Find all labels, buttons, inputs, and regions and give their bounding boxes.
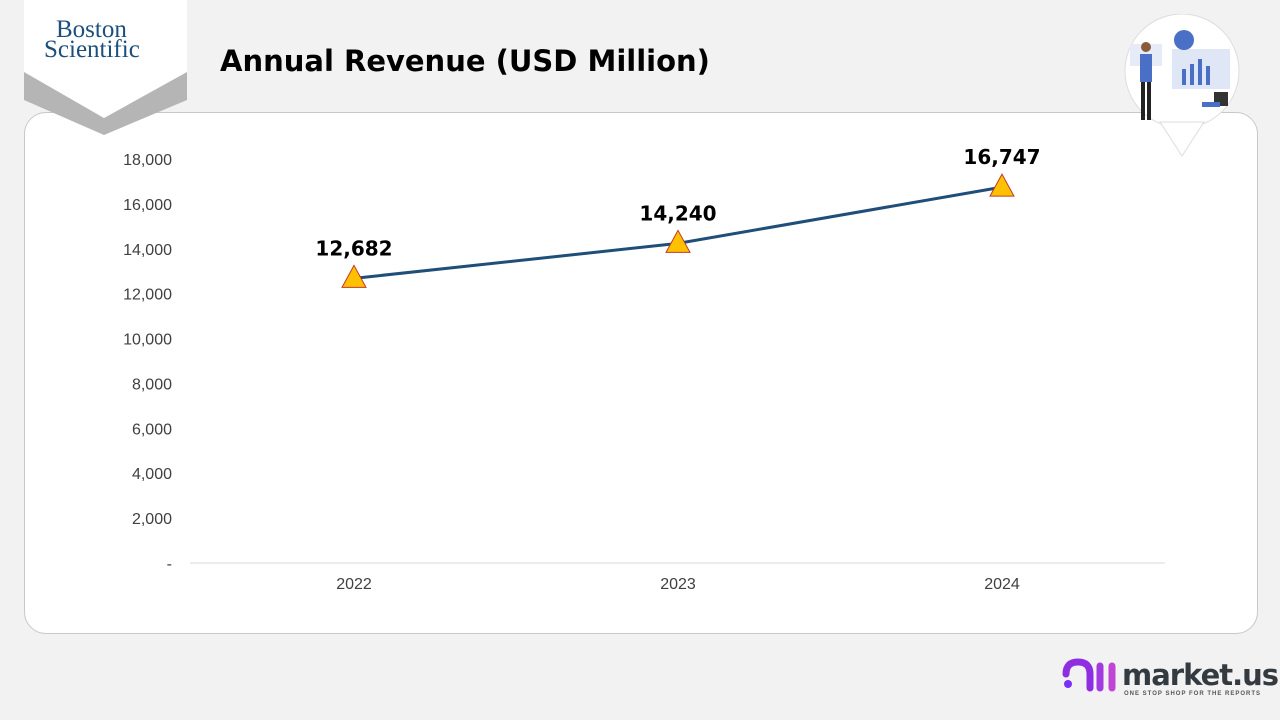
chart-card [24, 112, 1258, 634]
y-tick-label: 16,000 [123, 197, 172, 214]
brand-tagline: ONE STOP SHOP FOR THE REPORTS [1124, 691, 1262, 697]
data-label: 16,747 [963, 145, 1040, 169]
y-tick-label: 18,000 [123, 152, 172, 169]
y-tick-label: 2,000 [132, 511, 172, 528]
y-tick-label: 14,000 [123, 242, 172, 259]
analytics-illustration [1122, 13, 1242, 159]
y-tick-label: 12,000 [123, 287, 172, 304]
data-point-marker [665, 229, 691, 253]
x-tick-label: 2023 [660, 576, 696, 593]
data-label: 14,240 [639, 201, 716, 225]
data-point-marker [989, 173, 1015, 197]
page-title: Annual Revenue (USD Million) [220, 44, 710, 78]
y-tick-label: 4,000 [132, 466, 172, 483]
y-tick-label: 10,000 [123, 332, 172, 349]
x-tick-label: 2022 [336, 576, 372, 593]
x-tick-label: 2024 [984, 576, 1020, 593]
boston-scientific-logo: Boston Scientific [24, 0, 187, 135]
brand-name: market.us [1122, 658, 1279, 692]
y-tick-label: 8,000 [132, 376, 172, 393]
y-tick-label: 6,000 [132, 421, 172, 438]
y-tick-label: - [167, 556, 172, 573]
data-label: 12,682 [315, 236, 392, 260]
data-point-marker [341, 264, 367, 288]
